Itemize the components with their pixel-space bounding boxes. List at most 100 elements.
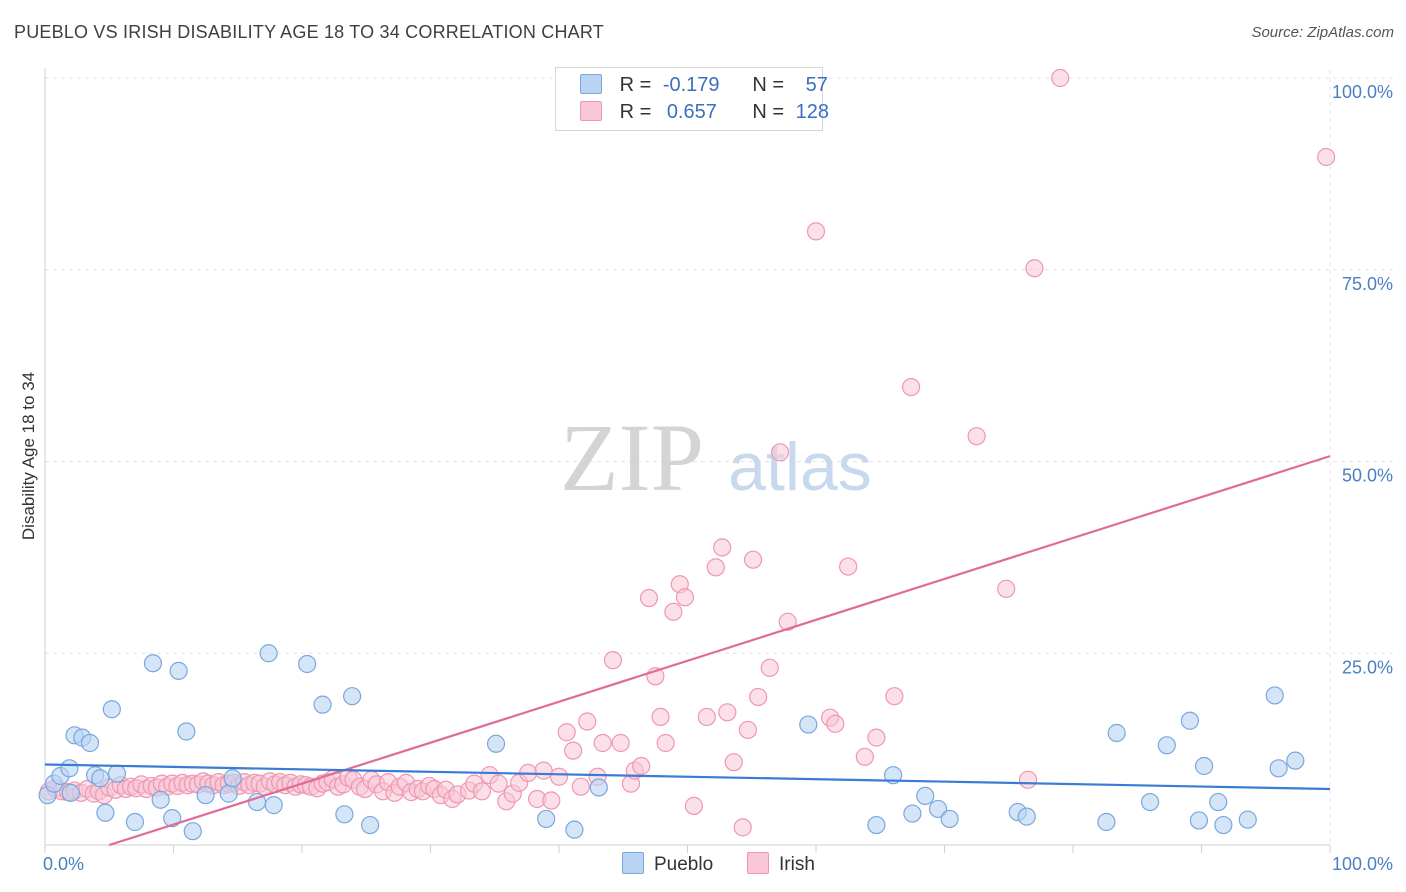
irish-r-value: 0.657 (666, 101, 717, 123)
irish-n-label: N = (752, 101, 785, 123)
pueblo-point (80, 733, 100, 753)
x-tick-label: 100.0% (1332, 854, 1393, 874)
chart-title: PUEBLO VS IRISH DISABILITY AGE 18 TO 34 … (14, 22, 604, 42)
irish-point (549, 767, 569, 786)
watermark-zip: ZIP (560, 404, 704, 511)
pueblo-point (1107, 723, 1126, 743)
pueblo-point (903, 804, 922, 823)
pueblo-r-value: -0.179 (662, 74, 720, 96)
y-axis-label: Disability Age 18 to 34 (19, 372, 38, 540)
irish-point (1025, 259, 1044, 278)
pueblo-swatch (580, 74, 602, 94)
pueblo-point (1097, 812, 1116, 832)
pueblo-points (38, 644, 1305, 841)
irish-point (733, 818, 752, 837)
pueblo-point (259, 644, 278, 663)
pueblo-point (940, 809, 959, 829)
irish-r-label: R = (619, 101, 652, 123)
pueblo-point (313, 695, 332, 714)
irish-swatch (580, 101, 602, 121)
irish-point (706, 558, 725, 577)
pueblo-point (91, 769, 110, 788)
pueblo-point (867, 815, 886, 835)
irish-n-value: 128 (795, 101, 829, 123)
pueblo-trend-line (44, 763, 1331, 791)
pueblo-point (177, 722, 196, 741)
bottom-pueblo-label: Pueblo (654, 854, 714, 875)
pueblo-point (60, 759, 79, 778)
irish-point (885, 687, 904, 706)
y-tick-label: 25.0% (1342, 657, 1393, 677)
pueblo-n-label: N = (752, 74, 785, 96)
pueblo-point (1238, 810, 1257, 829)
pueblo-point (151, 790, 170, 809)
irish-point (593, 733, 612, 753)
irish-point (639, 588, 659, 608)
pueblo-point (1180, 711, 1200, 730)
axes (44, 68, 1331, 853)
pueblo-point (125, 812, 145, 832)
pueblo-point (565, 820, 584, 839)
pueblo-r-label: R = (619, 74, 652, 96)
pueblo-point (298, 654, 317, 674)
pueblo-point (1265, 686, 1284, 705)
irish-point (967, 427, 986, 446)
irish-point (901, 378, 921, 397)
pueblo-point (183, 822, 202, 841)
irish-point (571, 777, 590, 796)
legend-row-pueblo: R = -0.179 N = 57 (580, 74, 828, 100)
irish-point (534, 761, 553, 780)
bottom-irish-label: Irish (779, 854, 815, 875)
pueblo-point (928, 799, 948, 819)
irish-point (578, 712, 597, 731)
irish-point (806, 222, 826, 241)
source-credit: Source: ZipAtlas.com (1251, 24, 1394, 41)
irish-point (489, 774, 508, 793)
pueblo-point (107, 764, 127, 783)
y-tick-label: 50.0% (1342, 466, 1393, 486)
legend-row-irish: R = 0.657 N = 128 (580, 101, 829, 127)
pueblo-n-value: 57 (805, 74, 828, 96)
irish-point (664, 602, 683, 621)
pueblo-point (219, 784, 238, 803)
pueblo-point (163, 809, 182, 828)
irish-point (564, 741, 583, 760)
pueblo-point (264, 796, 283, 815)
tick-labels: 25.0% 50.0% 75.0% 100.0% 0.0% 100.0% (43, 82, 1393, 874)
pueblo-point (799, 715, 818, 734)
correlation-legend: R = -0.179 N = 57 R = 0.657 N = 128 (555, 67, 829, 131)
trend-lines (44, 455, 1331, 847)
irish-point (675, 588, 695, 607)
watermark-atlas: atlas (728, 429, 872, 505)
pueblo-point (1140, 792, 1160, 812)
x-tick-label: 0.0% (43, 854, 84, 874)
irish-point (749, 687, 768, 707)
irish-point (656, 733, 675, 753)
pueblo-point (1214, 815, 1233, 835)
bottom-legend-pueblo: Pueblo (622, 852, 713, 876)
pueblo-point (169, 661, 188, 680)
watermark: ZIP atlas (560, 404, 872, 511)
irish-point (1317, 147, 1336, 167)
irish-trend-line (108, 455, 1331, 847)
irish-point (724, 753, 743, 772)
irish-point (760, 658, 779, 677)
irish-point (867, 728, 886, 747)
pueblo-point (589, 778, 608, 797)
irish-point (713, 538, 732, 557)
irish-point (778, 612, 797, 631)
pueblo-point (1017, 807, 1036, 826)
pueblo-point (916, 786, 935, 806)
bottom-irish-swatch (747, 852, 769, 874)
irish-point (472, 782, 491, 801)
pueblo-point (1269, 759, 1288, 778)
irish-point (1018, 770, 1038, 789)
irish-point (855, 747, 874, 766)
pueblo-point (143, 654, 163, 673)
y-tick-label: 75.0% (1342, 274, 1393, 294)
irish-point (542, 791, 561, 810)
irish-point (632, 756, 651, 776)
pueblo-point (1286, 751, 1305, 770)
pueblo-point (1157, 736, 1176, 755)
